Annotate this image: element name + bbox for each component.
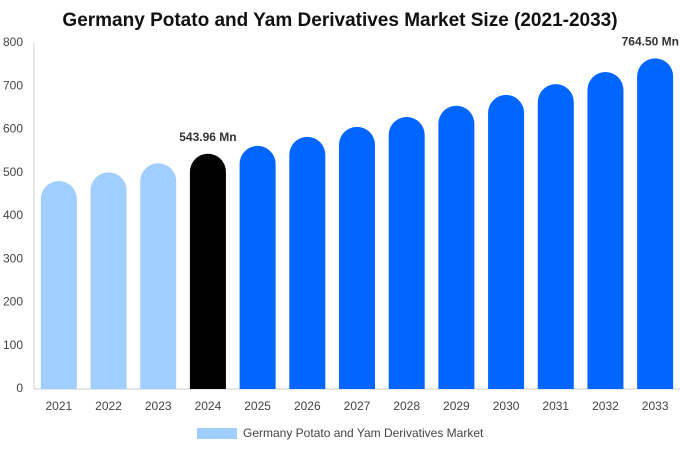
y-tick-label: 0 xyxy=(16,381,23,395)
value-label: 764.50 Mn xyxy=(622,35,679,49)
legend-label: Germany Potato and Yam Derivatives Marke… xyxy=(243,426,484,440)
bar xyxy=(289,136,326,389)
x-tick-label: 2028 xyxy=(393,399,420,413)
bar xyxy=(587,71,624,389)
bar xyxy=(537,84,574,390)
y-tick-label: 200 xyxy=(3,295,23,309)
x-tick-label: 2033 xyxy=(642,399,669,413)
bar xyxy=(438,105,475,390)
y-tick-label: 500 xyxy=(3,165,23,179)
y-tick-label: 800 xyxy=(3,35,23,49)
chart-title: Germany Potato and Yam Derivatives Marke… xyxy=(62,10,617,31)
bar xyxy=(140,163,177,389)
x-tick-label: 2029 xyxy=(443,399,470,413)
bar xyxy=(189,153,226,389)
bar xyxy=(388,116,425,389)
legend-swatch xyxy=(197,428,237,439)
bar xyxy=(488,94,525,389)
bar xyxy=(40,180,77,389)
bar xyxy=(239,145,276,389)
bar xyxy=(90,172,127,389)
x-tick-label: 2031 xyxy=(542,399,569,413)
x-tick-label: 2026 xyxy=(294,399,321,413)
y-tick-label: 600 xyxy=(3,122,23,136)
x-tick-label: 2021 xyxy=(45,399,72,413)
x-tick-label: 2030 xyxy=(493,399,520,413)
bar xyxy=(637,58,674,389)
y-tick-label: 100 xyxy=(3,338,23,352)
x-tick-label: 2023 xyxy=(145,399,172,413)
y-tick-label: 700 xyxy=(3,78,23,92)
x-tick-label: 2032 xyxy=(592,399,619,413)
x-tick-label: 2027 xyxy=(344,399,371,413)
value-label: 543.96 Mn xyxy=(179,130,236,144)
x-tick-label: 2025 xyxy=(244,399,271,413)
x-tick-label: 2022 xyxy=(95,399,122,413)
y-tick-label: 400 xyxy=(3,208,23,222)
y-tick-label: 300 xyxy=(3,251,23,265)
bar xyxy=(339,126,375,389)
x-tick-label: 2024 xyxy=(195,399,222,413)
